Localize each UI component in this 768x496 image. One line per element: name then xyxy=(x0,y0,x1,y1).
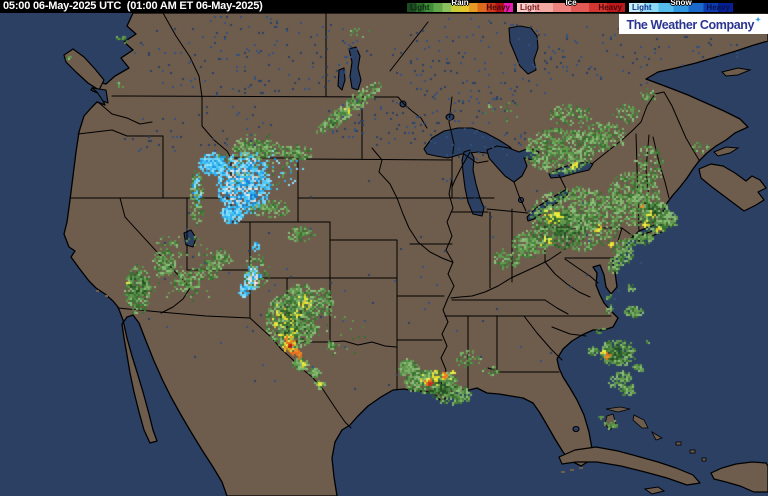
legend-ice-gradient xyxy=(517,3,625,12)
legend-rain-label: Rain xyxy=(451,0,469,7)
legend-snow: Snow Light Heavy xyxy=(629,0,733,13)
brand-text: The Weather Company✦ xyxy=(626,17,761,32)
legend-ice-label: Ice xyxy=(565,0,577,7)
legend-rain-light: Light xyxy=(410,3,430,12)
legend-rain-heavy: Heavy xyxy=(486,3,510,12)
legend-snow-heavy: Heavy xyxy=(706,3,730,12)
header-bar: 05:00 06-May-2025 UTC (01:00 AM ET 06-Ma… xyxy=(0,0,768,13)
legend-rain-gradient xyxy=(407,3,513,12)
legend-snow-light: Light xyxy=(632,3,652,12)
legend-snow-gradient xyxy=(629,3,733,12)
timestamp: 05:00 06-May-2025 UTC (01:00 AM ET 06-Ma… xyxy=(3,0,263,12)
legend-ice-light: Light xyxy=(520,3,540,12)
legend-ice-heavy: Heavy xyxy=(598,3,622,12)
legend-snow-label: Snow xyxy=(670,0,692,7)
twc-spark-icon: ✦ xyxy=(755,17,761,24)
weather-company-logo: The Weather Company✦ xyxy=(619,14,768,34)
legend-rain: Rain Light Heavy xyxy=(407,0,513,13)
legend-ice: Ice Light Heavy xyxy=(517,0,625,13)
